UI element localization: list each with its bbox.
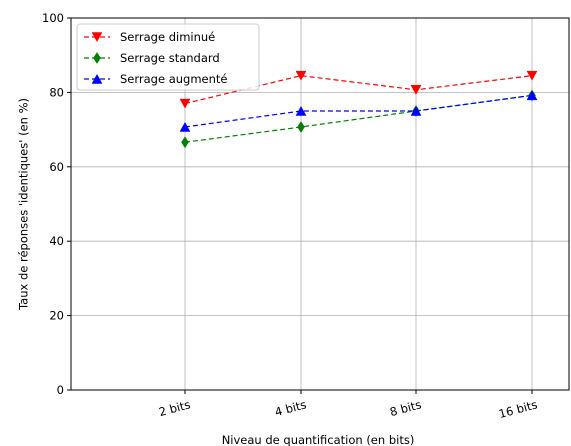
legend-label-2: Serrage standard xyxy=(120,51,220,65)
legend-box xyxy=(76,23,260,91)
series-1-point xyxy=(179,98,191,109)
x-tick-label: 8 bits xyxy=(388,397,423,419)
x-tick-label: 16 bits xyxy=(497,397,539,421)
plot-frame xyxy=(70,17,570,391)
series-3-point xyxy=(295,105,307,116)
series-line-3 xyxy=(184,94,533,128)
series-1-point xyxy=(295,70,307,81)
series-2-point xyxy=(297,121,305,133)
series-3-point xyxy=(526,90,538,101)
y-tick-label: 0 xyxy=(57,383,64,397)
legend-marker-2 xyxy=(93,52,101,64)
y-tick-label: 20 xyxy=(49,309,64,323)
series-markers xyxy=(179,70,538,149)
y-tick-label: 100 xyxy=(42,11,64,25)
x-axis-label: Niveau de quantification (en bits) xyxy=(222,433,415,446)
y-tick-label: 80 xyxy=(49,85,64,99)
legend-marker-3 xyxy=(91,73,103,84)
series-1-point xyxy=(526,70,538,81)
series-3-point xyxy=(179,121,191,132)
legend-label-3: Serrage augmenté xyxy=(120,72,228,86)
legend: Serrage diminué Serrage standard Serrage a… xyxy=(76,23,260,91)
series-2-point xyxy=(181,136,189,149)
x-axis-ticks: 2 bits 4 bits 8 bits 16 bits xyxy=(157,390,539,421)
legend-marker-1 xyxy=(91,32,103,43)
legend-label-1: Serrage diminué xyxy=(120,30,215,44)
x-tick-label: 2 bits xyxy=(157,397,192,419)
series-3-point xyxy=(410,105,422,116)
y-axis-ticks: 0 20 40 60 80 100 xyxy=(42,11,71,397)
x-tick-label: 4 bits xyxy=(273,397,308,419)
series-1-point xyxy=(410,85,422,95)
y-tick-label: 60 xyxy=(49,160,64,174)
y-axis-label: Taux de réponses 'identiques' (en %) xyxy=(17,98,31,311)
y-tick-label: 40 xyxy=(49,234,64,248)
